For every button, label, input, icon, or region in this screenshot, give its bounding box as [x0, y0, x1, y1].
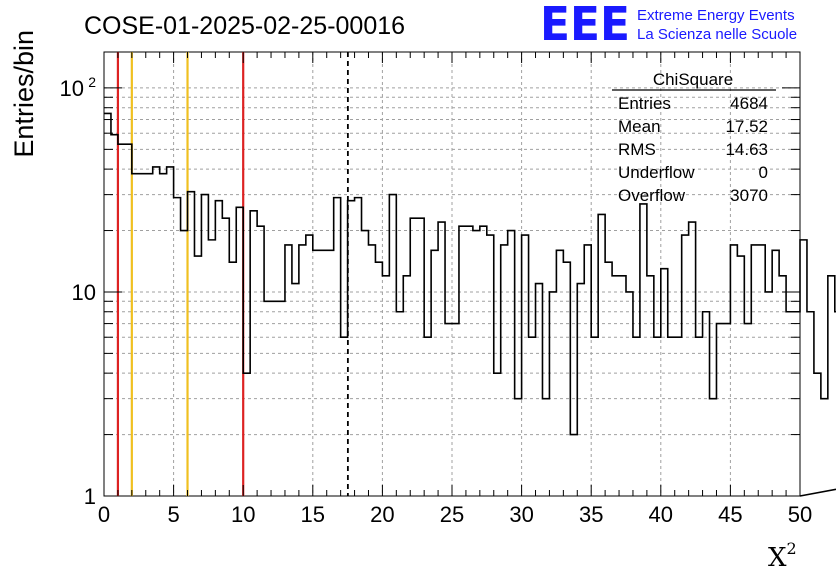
- eee-logo: EEE Extreme Energy Events La Scienza nel…: [540, 0, 797, 51]
- x-tick-label: 20: [370, 502, 394, 527]
- axis-ticks: [103, 52, 801, 496]
- x-axis-label-superscript: 2: [787, 539, 797, 558]
- logo-line-1: Extreme Energy Events: [637, 7, 795, 24]
- chart-title: COSE-01-2025-02-25-00016: [84, 12, 405, 40]
- stats-row-label: Underflow: [618, 163, 695, 182]
- logo-text: EEE: [540, 0, 630, 51]
- x-tick-label: 5: [167, 502, 179, 527]
- x-tick-label: 0: [98, 502, 110, 527]
- stats-row-value: 0: [759, 163, 768, 182]
- logo-line-2: La Scienza nelle Scuole: [637, 26, 797, 43]
- x-tick-label: 45: [718, 502, 742, 527]
- stats-row-value: 14.63: [725, 140, 768, 159]
- x-tick-label: 40: [649, 502, 673, 527]
- stats-row-label: Overflow: [618, 186, 686, 205]
- x-tick-label: 25: [440, 502, 464, 527]
- reference-lines: [116, 52, 349, 496]
- y-tick-label: 1: [84, 484, 96, 509]
- y-axis-label: Entries/bin: [9, 30, 39, 158]
- stats-row-label: Entries: [618, 94, 671, 113]
- stats-row-value: 4684: [730, 94, 768, 113]
- stats-box: ChiSquare Entries 4684 Mean 17.52 RMS 14.63 Un…: [612, 70, 776, 205]
- x-tick-label: 10: [231, 502, 255, 527]
- stats-row-value: 3070: [730, 186, 768, 205]
- x-tick-label: 50: [788, 502, 812, 527]
- stats-row-label: Mean: [618, 117, 661, 136]
- x-axis-label: X2: [768, 539, 797, 572]
- stats-title: ChiSquare: [653, 70, 733, 89]
- stats-row-value: 17.52: [725, 117, 768, 136]
- stats-row-label: RMS: [618, 140, 656, 159]
- x-tick-label: 15: [301, 502, 325, 527]
- histogram-series: [104, 112, 836, 497]
- x-tick-label: 35: [579, 502, 603, 527]
- y-tick-label: 10: [60, 76, 84, 101]
- x-tick-label: 30: [509, 502, 533, 527]
- y-tick-label: 10: [72, 280, 96, 305]
- y-tick-label-exponent: 2: [88, 74, 96, 90]
